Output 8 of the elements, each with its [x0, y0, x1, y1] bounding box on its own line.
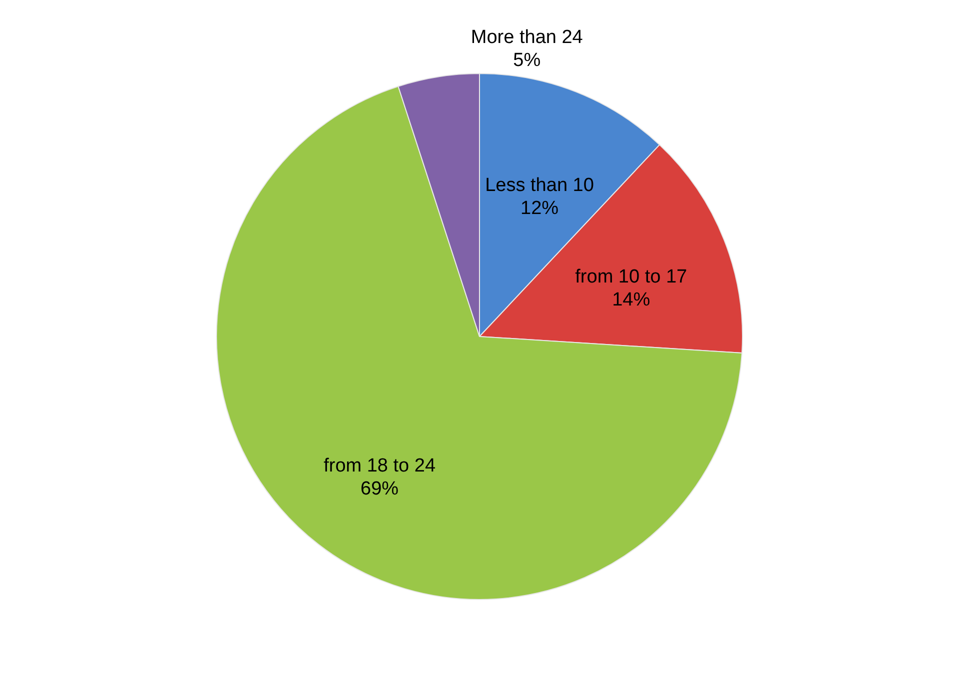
data-label: 12% — [520, 198, 559, 219]
slice-label: from 18 to 24 — [324, 455, 436, 476]
data-label: 69% — [360, 478, 399, 500]
slice-label: from 10 to 17 — [575, 266, 688, 288]
data-label: 5% — [513, 50, 541, 72]
slice-label: More than 24 — [470, 27, 584, 48]
data-label: 14% — [612, 289, 650, 310]
slice-label: Less than 10 — [485, 174, 594, 196]
